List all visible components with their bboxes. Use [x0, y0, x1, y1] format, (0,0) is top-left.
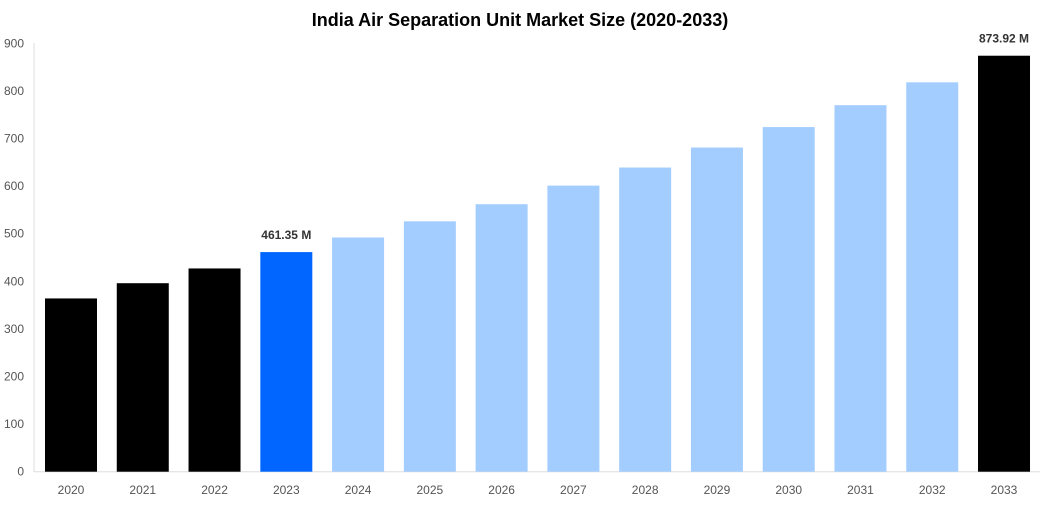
x-tick-label: 2027 — [560, 483, 587, 497]
y-tick-label: 400 — [4, 274, 24, 288]
x-tick-label: 2025 — [416, 483, 443, 497]
x-tick-label: 2030 — [775, 483, 802, 497]
bar-2032 — [906, 82, 959, 472]
x-tick-label: 2031 — [847, 483, 874, 497]
data-label: 461.35 M — [261, 228, 311, 242]
bar-2021 — [116, 283, 169, 472]
bar-2020 — [45, 298, 97, 472]
x-tick-label: 2029 — [704, 483, 731, 497]
y-tick-label: 900 — [4, 36, 24, 50]
x-tick-label: 2024 — [345, 483, 372, 497]
x-tick-label: 2022 — [201, 483, 228, 497]
bar-2026 — [475, 204, 528, 472]
bar-2027 — [547, 185, 600, 472]
x-tick-label: 2026 — [488, 483, 515, 497]
x-tick-label: 2020 — [58, 483, 85, 497]
y-tick-label: 200 — [4, 370, 24, 384]
x-tick-label: 2033 — [991, 483, 1018, 497]
x-tick-label: 2032 — [919, 483, 946, 497]
y-tick-label: 600 — [4, 179, 24, 193]
y-tick-label: 700 — [4, 132, 24, 146]
bar-2024 — [332, 237, 385, 472]
y-tick-label: 100 — [4, 417, 24, 431]
y-tick-label: 0 — [17, 465, 24, 479]
bar-2030 — [762, 127, 815, 472]
y-tick-label: 800 — [4, 84, 24, 98]
bar-2023 — [260, 252, 313, 472]
x-tick-label: 2021 — [129, 483, 156, 497]
data-label: 873.92 M — [979, 32, 1029, 46]
bar-2022 — [188, 268, 241, 472]
chart-title: India Air Separation Unit Market Size (2… — [312, 10, 728, 30]
bar-2025 — [403, 221, 456, 472]
bar-2033 — [978, 55, 1031, 472]
y-tick-label: 300 — [4, 322, 24, 336]
y-tick-label: 500 — [4, 227, 24, 241]
bar-2028 — [619, 167, 672, 472]
x-tick-label: 2028 — [632, 483, 659, 497]
bar-2031 — [834, 105, 887, 472]
x-tick-label: 2023 — [273, 483, 300, 497]
bar-2029 — [690, 147, 743, 472]
